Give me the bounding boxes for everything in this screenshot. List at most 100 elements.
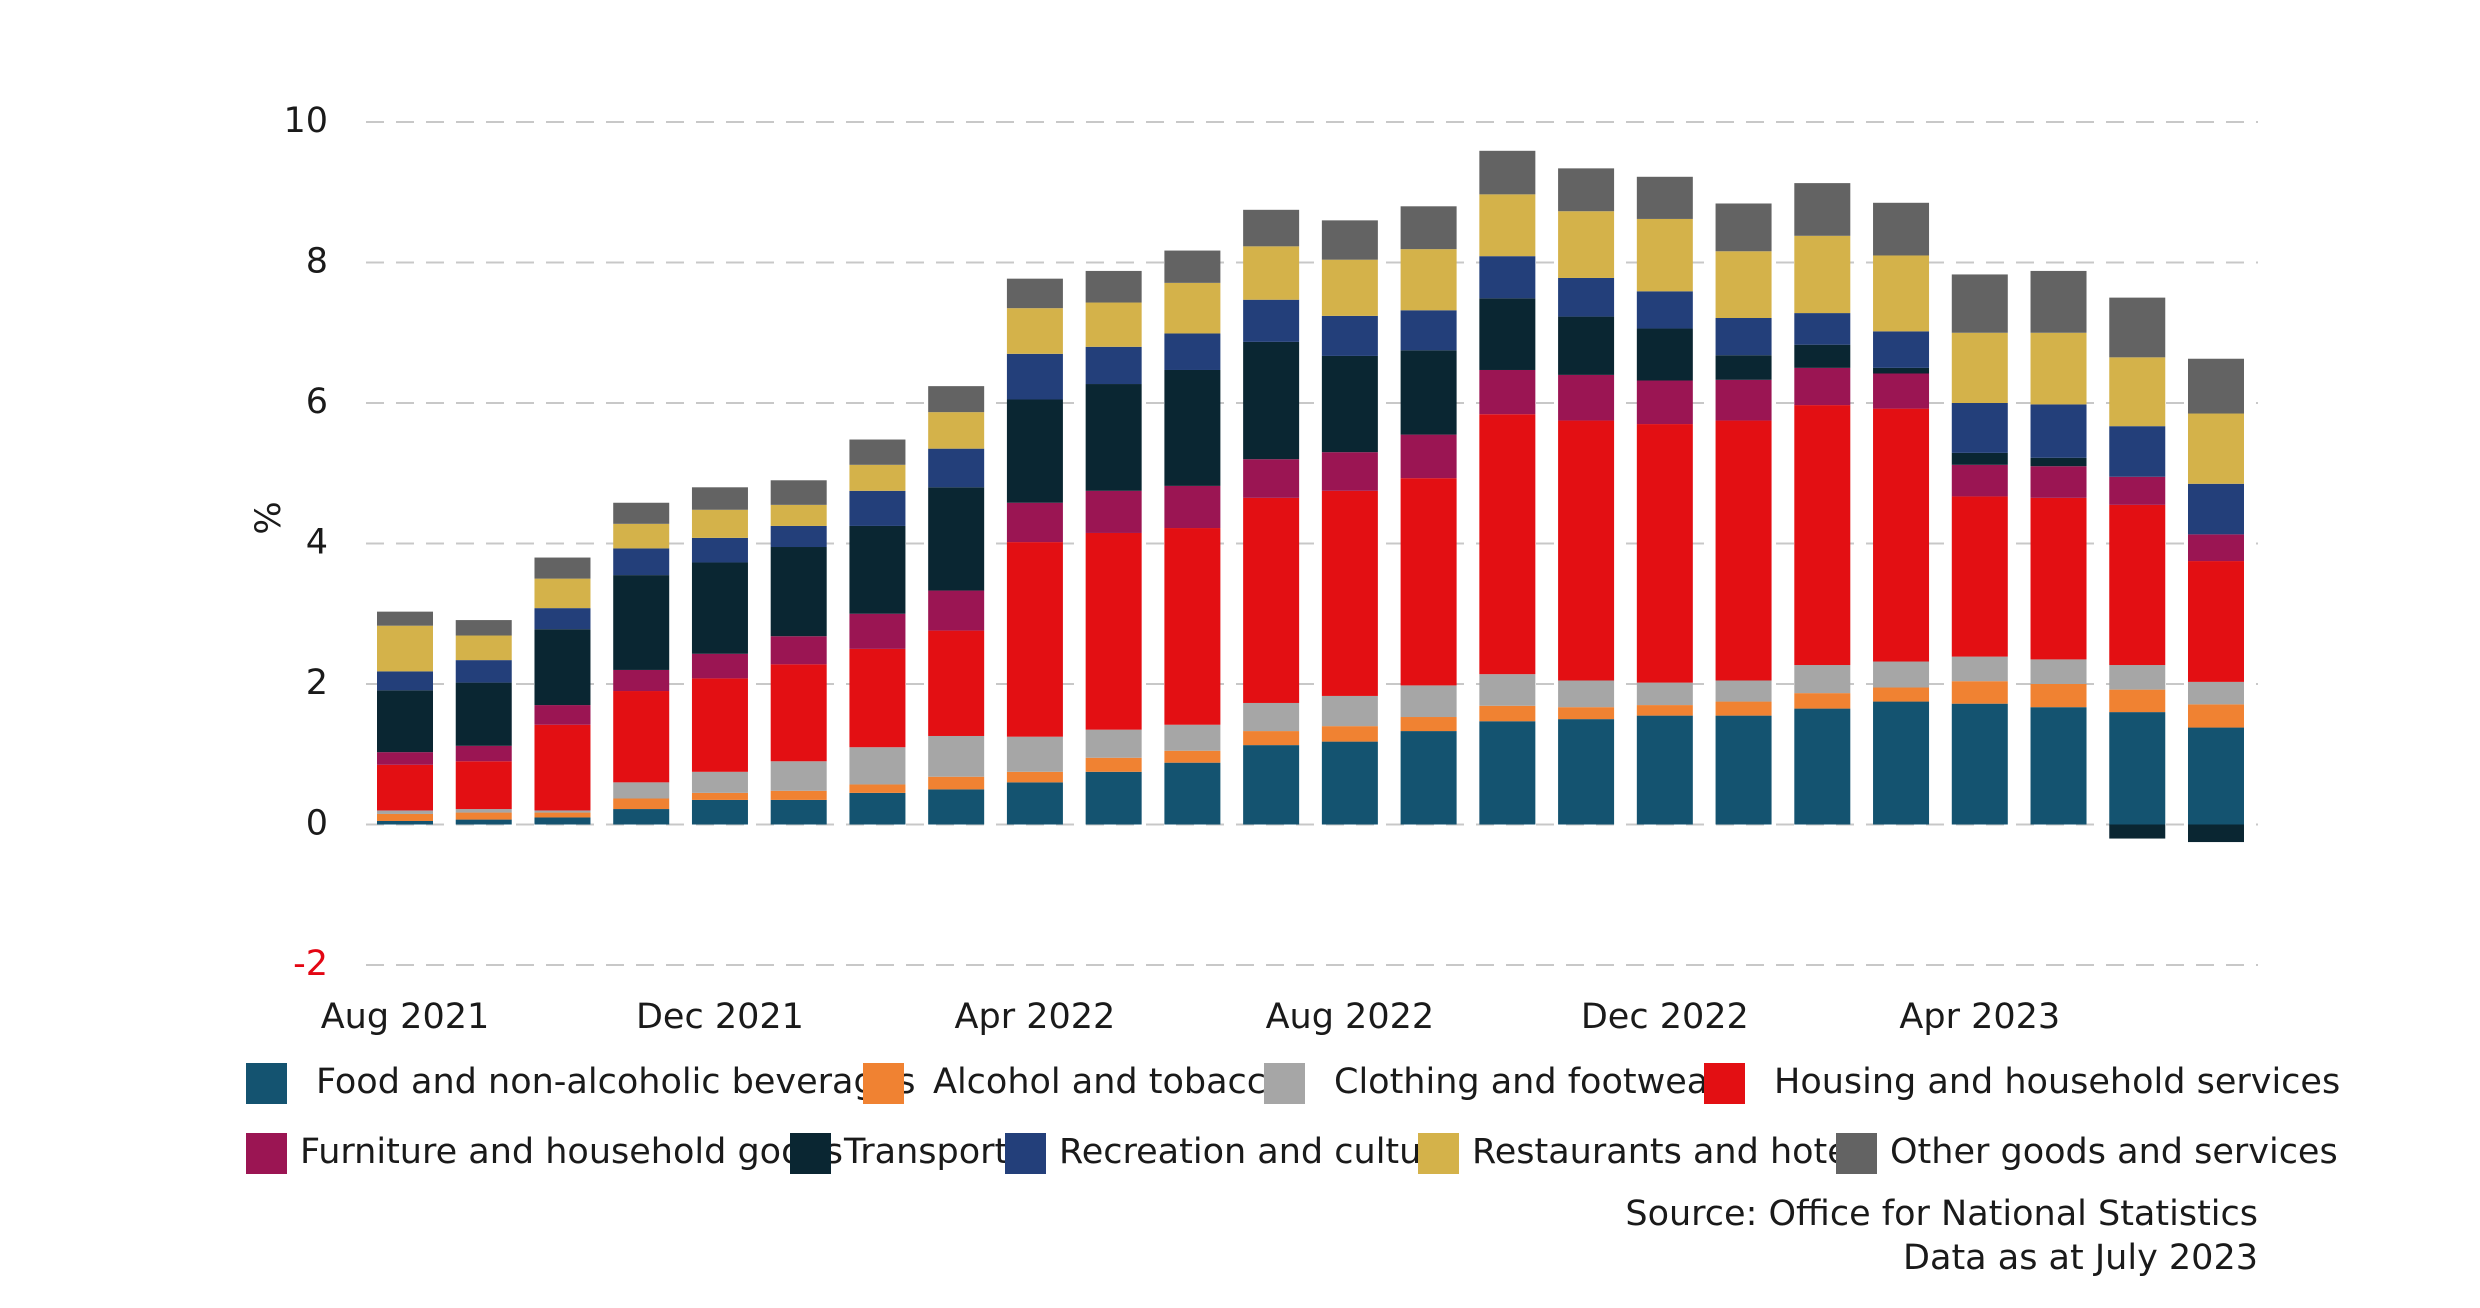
bar-segment — [2188, 681, 2244, 705]
bar-segment — [1715, 379, 1772, 421]
bar-segment — [2109, 689, 2166, 713]
bar-segment — [534, 810, 591, 813]
bar-segment — [691, 771, 748, 793]
bar-segment — [1873, 202, 1930, 256]
bar-segment — [1715, 317, 1772, 356]
y-tick-label: 4 — [306, 523, 328, 563]
bar-segment — [377, 752, 433, 765]
source: Source: Office for National Statistics — [1625, 1194, 2258, 1234]
bar-segment — [770, 547, 827, 637]
bar-segment — [928, 487, 985, 591]
bar-segment — [1243, 745, 1300, 825]
bar-segment — [691, 487, 748, 510]
bar-segment — [613, 669, 670, 692]
bar-segment — [1006, 736, 1063, 772]
bar-segment — [1873, 701, 1930, 825]
bar-segment — [1006, 308, 1063, 354]
bar-segment — [1243, 731, 1300, 746]
bar-segment — [2188, 704, 2244, 728]
bar-segment — [849, 613, 906, 649]
bar-segment — [1715, 680, 1772, 702]
bar-segment — [1243, 702, 1300, 732]
bar-segment — [1715, 420, 1772, 681]
bar-segment — [1794, 344, 1851, 368]
legend-swatch — [790, 1133, 831, 1174]
x-tick-label: Dec 2021 — [636, 997, 804, 1037]
bar-segment — [1400, 685, 1457, 718]
bar-segment — [1085, 757, 1142, 772]
bar-segment — [1006, 353, 1063, 400]
bar-segment — [1243, 299, 1300, 342]
bar-segment — [377, 611, 433, 626]
bar-segment — [849, 792, 906, 825]
bar-segment — [1400, 478, 1457, 686]
bar-segment — [928, 776, 985, 790]
bar-segment — [1873, 367, 1930, 374]
bar-segment — [1558, 719, 1615, 825]
bar-segment — [1085, 729, 1142, 758]
bar-segment — [1164, 250, 1221, 283]
bar-segment — [2030, 270, 2087, 333]
bar-segment — [534, 629, 591, 706]
legend-label: Furniture and household goods — [300, 1132, 843, 1172]
bar-segment — [1164, 282, 1221, 334]
bar-segment — [613, 523, 670, 549]
bar-segment — [1558, 316, 1615, 375]
bar-segment — [1243, 459, 1300, 498]
bar-segment — [2109, 297, 2166, 358]
bar-segment — [849, 648, 906, 748]
bar-segment — [455, 809, 512, 813]
bar-segment — [1636, 328, 1693, 381]
bar-segment — [1479, 721, 1536, 825]
bar-segment — [1794, 183, 1851, 236]
bar-segment — [2188, 483, 2244, 535]
y-tick-label: 8 — [306, 242, 328, 282]
bar-segment — [1558, 420, 1615, 681]
bar-segment — [1321, 490, 1378, 696]
bar-segment — [691, 653, 748, 679]
bar-segment — [691, 562, 748, 654]
bar-segment — [1558, 680, 1615, 708]
bar-segment — [1636, 715, 1693, 825]
legend-label: Food and non-alcoholic beverages — [316, 1062, 916, 1102]
bar-segment — [2030, 707, 2087, 825]
bar-segment — [1715, 701, 1772, 716]
bar-segment — [1243, 497, 1300, 703]
bar-segment — [377, 690, 433, 753]
bar-segment — [928, 789, 985, 825]
bar-segment — [1400, 206, 1457, 250]
bar-segment — [1636, 705, 1693, 716]
bar-segment — [1321, 741, 1378, 825]
bar-segment — [849, 747, 906, 785]
bar-segment — [691, 792, 748, 800]
bar-segment — [455, 812, 512, 820]
bar-segment — [377, 810, 433, 814]
bar-segment — [1006, 771, 1063, 783]
bar-segment — [377, 625, 433, 672]
bar-segment — [2030, 497, 2087, 660]
bar-segment — [2188, 534, 2244, 562]
bar-segment — [1321, 452, 1378, 491]
bar-segment — [2030, 466, 2087, 498]
bar-segment — [1006, 782, 1063, 825]
x-tick-label: Dec 2022 — [1581, 997, 1749, 1037]
bar-segment — [1479, 256, 1536, 299]
bar-segment — [928, 448, 985, 488]
bar-segment — [1636, 176, 1693, 219]
bar-segment — [2109, 426, 2166, 477]
bar-segment — [1558, 211, 1615, 278]
bar-segment — [1321, 355, 1378, 453]
x-tick-label: Aug 2022 — [1266, 997, 1435, 1037]
y-tick-label: 0 — [306, 804, 328, 844]
bar-segment — [534, 557, 591, 579]
bar-segment — [1636, 424, 1693, 683]
y-axis-label: % — [249, 501, 289, 534]
y-tick-label: 2 — [306, 663, 328, 703]
legend-label: Alcohol and tobacco — [933, 1062, 1287, 1102]
bar-segment — [1794, 693, 1851, 709]
bar-segment — [1400, 310, 1457, 351]
bar-segment — [1400, 717, 1457, 732]
bar-segment — [2030, 659, 2087, 684]
bar-segment — [2188, 727, 2244, 825]
bar-segment — [2188, 824, 2244, 843]
